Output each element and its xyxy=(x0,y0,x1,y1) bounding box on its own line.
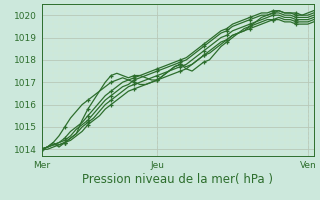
X-axis label: Pression niveau de la mer( hPa ): Pression niveau de la mer( hPa ) xyxy=(82,173,273,186)
